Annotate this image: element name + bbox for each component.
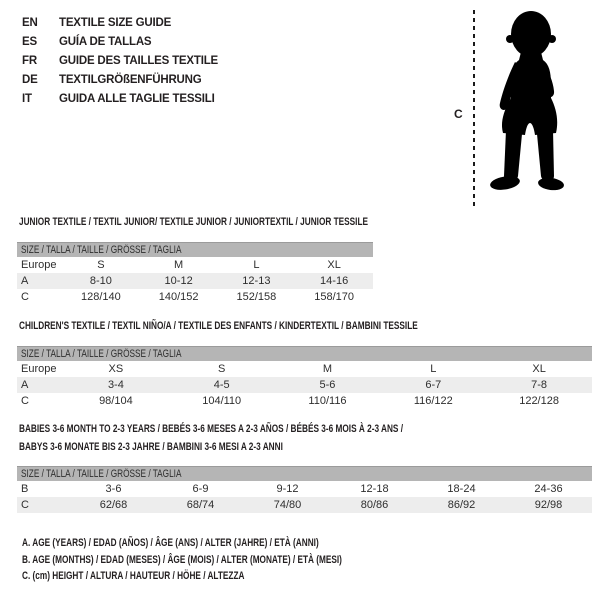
table-row: A 3-4 4-5 5-6 6-7 7-8 (17, 377, 592, 393)
language-header: EN TEXTILE SIZE GUIDE ES GUÍA DE TALLAS … (22, 14, 218, 109)
table-cell: 104/110 (202, 395, 242, 407)
size-header-bar: SIZE / TALLA / TAILLE / GRÖSSE / TAGLIA (17, 346, 592, 361)
table-cell: XL (532, 363, 546, 375)
language-label: TEXTILGRÖßENFÜHRUNG (59, 74, 202, 86)
table-cell: L (430, 363, 437, 375)
table-cell: 152/158 (236, 291, 277, 303)
language-row-it: IT GUIDA ALLE TAGLIE TESSILI (22, 90, 218, 109)
language-code: DE (22, 74, 38, 86)
babies-size-table: SIZE / TALLA / TAILLE / GRÖSSE / TAGLIA … (17, 466, 592, 513)
size-header-bar: SIZE / TALLA / TAILLE / GRÖSSE / TAGLIA (17, 466, 592, 481)
height-marker-label: C (454, 107, 463, 121)
language-code: ES (22, 36, 37, 48)
table-cell: 9-12 (276, 483, 299, 495)
table-cell: Europe (21, 363, 57, 375)
table-cell: 62/68 (99, 499, 128, 511)
table-cell: XL (327, 259, 341, 271)
table-cell: S (97, 259, 105, 271)
table-cell: 80/86 (360, 499, 389, 511)
table-cell: XS (108, 363, 124, 375)
size-header-bar: SIZE / TALLA / TAILLE / GRÖSSE / TAGLIA (17, 242, 373, 257)
language-row-en: EN TEXTILE SIZE GUIDE (22, 14, 218, 33)
measurement-legend: A. AGE (YEARS) / EDAD (AÑOS) / ÂGE (ANS)… (22, 535, 449, 585)
table-cell: 24-36 (534, 483, 563, 495)
table-cell: 128/140 (80, 291, 121, 303)
table-cell: 98/104 (99, 395, 133, 407)
table-cell: 92/98 (534, 499, 563, 511)
language-code: EN (22, 17, 38, 29)
table-cell: C (21, 291, 29, 303)
language-label: GUIDE DES TAILLES TEXTILE (59, 55, 218, 67)
table-cell: 74/80 (273, 499, 302, 511)
table-cell: 4-5 (213, 379, 230, 391)
language-code: FR (22, 55, 37, 67)
table-cell: 10-12 (164, 275, 193, 287)
children-section-title: CHILDREN'S TEXTILE / TEXTIL NIÑO/A / TEX… (19, 320, 418, 332)
table-cell: 5-6 (319, 379, 336, 391)
height-dashed-line (473, 10, 475, 206)
table-cell: 86/92 (447, 499, 476, 511)
table-cell: 8-10 (89, 275, 112, 287)
table-cell: S (218, 363, 226, 375)
table-cell: 122/128 (519, 395, 559, 407)
table-cell: 116/122 (413, 395, 453, 407)
table-cell: 7-8 (531, 379, 548, 391)
table-cell: C (21, 499, 29, 511)
table-cell: 18-24 (447, 483, 476, 495)
baby-silhouette-icon (490, 11, 564, 191)
table-cell: L (253, 259, 260, 271)
table-cell: M (322, 363, 333, 375)
babies-section-title: BABIES 3-6 MONTH TO 2-3 YEARS / BEBÉS 3-… (19, 423, 404, 453)
junior-size-table: SIZE / TALLA / TAILLE / GRÖSSE / TAGLIA … (17, 242, 373, 305)
table-cell: 6-9 (192, 483, 209, 495)
table-cell: B (21, 483, 29, 495)
table-row: B 3-6 6-9 9-12 12-18 18-24 24-36 (17, 481, 592, 497)
table-cell: 6-7 (425, 379, 442, 391)
table-cell: 3-4 (107, 379, 124, 391)
legend-line-c: C. (cm) HEIGHT / ALTURA / HAUTEUR / HÖHE… (22, 570, 245, 582)
language-row-es: ES GUÍA DE TALLAS (22, 33, 218, 52)
language-row-fr: FR GUIDE DES TAILLES TEXTILE (22, 52, 218, 71)
table-cell: A (21, 379, 29, 391)
language-label: TEXTILE SIZE GUIDE (59, 17, 172, 29)
language-label: GUIDA ALLE TAGLIE TESSILI (59, 93, 215, 105)
table-cell: A (21, 275, 29, 287)
table-cell: 12-13 (242, 275, 271, 287)
language-code: IT (22, 93, 32, 105)
table-row: C 62/68 68/74 74/80 80/86 86/92 92/98 (17, 497, 592, 513)
table-row: Europe XS S M L XL (17, 361, 592, 377)
junior-section-title: JUNIOR TEXTILE / TEXTIL JUNIOR/ TEXTILE … (19, 216, 368, 228)
table-cell: 158/170 (314, 291, 354, 303)
legend-line-b: B. AGE (MONTHS) / EDAD (MESES) / ÂGE (MO… (22, 553, 342, 566)
language-label: GUÍA DE TALLAS (59, 36, 152, 48)
table-cell: C (21, 395, 29, 407)
table-cell: Europe (21, 259, 57, 271)
table-row: Europe S M L XL (17, 257, 373, 273)
table-cell: 140/152 (158, 291, 199, 303)
table-cell: 3-6 (105, 483, 122, 495)
table-row: C 128/140 140/152 152/158 158/170 (17, 289, 373, 305)
table-row: A 8-10 10-12 12-13 14-16 (17, 273, 373, 289)
table-cell: 12-18 (360, 483, 389, 495)
children-size-table: SIZE / TALLA / TAILLE / GRÖSSE / TAGLIA … (17, 346, 592, 409)
table-cell: 68/74 (186, 499, 215, 511)
legend-line-a: A. AGE (YEARS) / EDAD (AÑOS) / ÂGE (ANS)… (22, 537, 319, 549)
table-cell: 110/116 (308, 395, 347, 407)
table-cell: M (174, 259, 184, 271)
table-row: C 98/104 104/110 110/116 116/122 122/128 (17, 393, 592, 409)
table-cell: 14-16 (320, 275, 349, 287)
language-row-de: DE TEXTILGRÖßENFÜHRUNG (22, 71, 218, 90)
